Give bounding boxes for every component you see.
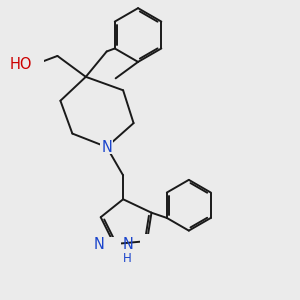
Text: N: N	[122, 237, 133, 252]
FancyBboxPatch shape	[107, 237, 121, 251]
FancyBboxPatch shape	[100, 140, 113, 154]
Text: HO: HO	[10, 57, 32, 72]
Text: N: N	[101, 140, 112, 154]
Text: H: H	[123, 253, 132, 266]
FancyBboxPatch shape	[142, 252, 152, 263]
Text: N: N	[94, 237, 105, 252]
FancyBboxPatch shape	[23, 58, 44, 72]
FancyBboxPatch shape	[140, 234, 154, 248]
